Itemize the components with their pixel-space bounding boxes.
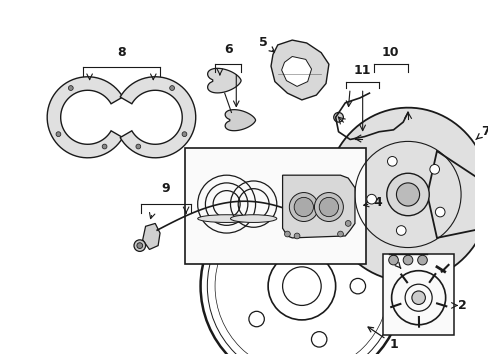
Circle shape	[248, 311, 264, 327]
Circle shape	[136, 144, 141, 149]
Polygon shape	[270, 40, 328, 100]
Circle shape	[169, 86, 174, 90]
Ellipse shape	[230, 215, 276, 222]
Circle shape	[337, 231, 343, 237]
Circle shape	[386, 157, 396, 166]
Text: 6: 6	[224, 44, 232, 57]
Circle shape	[388, 255, 398, 265]
Ellipse shape	[197, 215, 255, 222]
Text: 3: 3	[388, 253, 400, 268]
Text: 8: 8	[117, 46, 125, 59]
Text: 7: 7	[475, 125, 488, 140]
Polygon shape	[207, 68, 241, 93]
Circle shape	[68, 86, 73, 90]
Circle shape	[386, 173, 428, 216]
Circle shape	[137, 243, 142, 248]
Circle shape	[102, 144, 107, 149]
Circle shape	[56, 132, 61, 136]
Circle shape	[134, 240, 145, 251]
Circle shape	[403, 255, 412, 265]
Polygon shape	[282, 175, 354, 238]
Circle shape	[345, 221, 350, 226]
Text: 1: 1	[367, 327, 397, 351]
Circle shape	[429, 165, 439, 174]
Text: 10: 10	[381, 46, 399, 59]
Polygon shape	[325, 108, 488, 281]
Text: 5: 5	[258, 36, 274, 52]
Text: 2: 2	[457, 299, 466, 312]
Circle shape	[396, 226, 405, 235]
Circle shape	[182, 132, 186, 136]
Circle shape	[291, 186, 302, 197]
Circle shape	[319, 197, 338, 217]
Circle shape	[411, 291, 425, 305]
Polygon shape	[142, 224, 160, 249]
Text: 4: 4	[363, 196, 381, 209]
Circle shape	[366, 194, 376, 204]
Circle shape	[417, 255, 427, 265]
Text: 11: 11	[353, 64, 371, 77]
Circle shape	[349, 134, 359, 143]
FancyBboxPatch shape	[185, 148, 365, 264]
Circle shape	[434, 207, 444, 217]
Polygon shape	[47, 77, 122, 158]
Circle shape	[289, 193, 318, 221]
Circle shape	[311, 332, 326, 347]
FancyBboxPatch shape	[382, 254, 453, 336]
Polygon shape	[281, 57, 311, 86]
Circle shape	[294, 197, 313, 217]
Circle shape	[284, 231, 290, 237]
Circle shape	[314, 193, 343, 221]
Text: 9: 9	[161, 183, 170, 195]
Circle shape	[396, 183, 419, 206]
Circle shape	[311, 225, 326, 240]
Circle shape	[294, 233, 299, 239]
Circle shape	[349, 278, 365, 294]
Polygon shape	[224, 110, 255, 131]
Circle shape	[403, 108, 412, 117]
Circle shape	[333, 112, 343, 122]
Polygon shape	[120, 77, 195, 158]
Circle shape	[248, 246, 264, 261]
